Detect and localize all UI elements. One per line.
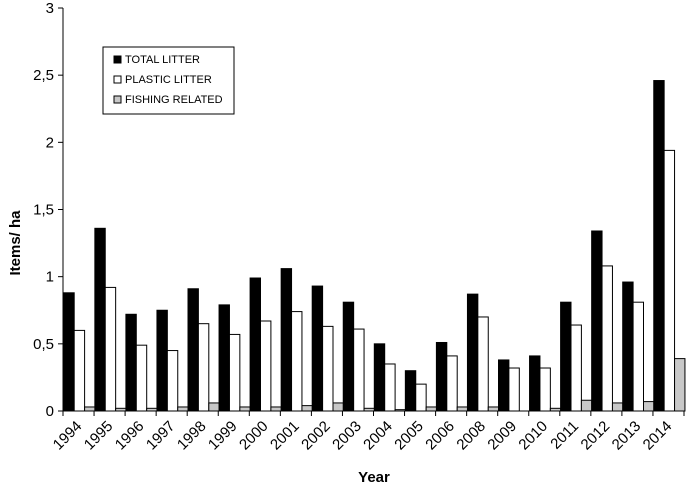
bars-layer (63, 80, 686, 412)
x-tick-label-2006: 2006 (422, 418, 458, 454)
bar-fishing-related-2012 (611, 402, 624, 412)
bar-total-litter-2011 (560, 301, 572, 412)
bar-total-litter-2014 (653, 80, 665, 412)
bar-total-litter-2012 (591, 230, 603, 412)
y-tick-label: 2,5 (33, 67, 54, 84)
bar-total-litter-2003 (342, 301, 355, 412)
bar-total-litter-2004 (373, 343, 386, 412)
bar-fishing-related-2000 (270, 406, 282, 412)
bar-total-litter-1999 (218, 304, 230, 412)
bar-fishing-related-2005 (425, 406, 438, 412)
x-tick-label-2011: 2011 (547, 418, 582, 453)
bar-plastic-litter-2012 (601, 265, 613, 412)
legend: TOTAL LITTER PLASTIC LITTER FISHING RELATE… (102, 46, 235, 115)
bar-plastic-litter-2010 (539, 367, 551, 412)
y-tick-label: 1,5 (33, 202, 54, 219)
legend-swatch-fishing-related (113, 95, 122, 104)
y-tick-label: 1 (46, 269, 54, 286)
axes-layer (58, 7, 685, 416)
x-tick-label-1997: 1997 (143, 418, 179, 454)
x-tick-label-1996: 1996 (112, 418, 148, 454)
x-tick-label-1998: 1998 (174, 418, 210, 454)
bar-fishing-related-2002 (332, 402, 344, 412)
bar-plastic-litter-2003 (353, 328, 365, 412)
x-axis-title: Year (358, 469, 390, 486)
x-tick-labels: 1994199519961997199819992000200120022003… (50, 418, 676, 454)
bar-fishing-related-2001 (301, 405, 313, 412)
legend-swatch-plastic-litter (113, 75, 122, 84)
bar-total-litter-1996 (125, 313, 137, 412)
y-tick-label: 3 (46, 0, 54, 17)
bar-plastic-litter-1998 (197, 323, 210, 412)
bar-fishing-related-1998 (208, 402, 220, 412)
bar-plastic-litter-2009 (508, 367, 520, 412)
y-tick-label: 2 (46, 134, 54, 151)
bar-plastic-litter-2002 (322, 325, 334, 412)
bar-fishing-related-2006 (456, 406, 469, 412)
bar-total-litter-2010 (529, 355, 541, 412)
x-tick-label-2014: 2014 (640, 418, 676, 454)
bar-plastic-litter-2005 (415, 383, 427, 412)
legend-swatch-total-litter (113, 55, 122, 64)
bar-plastic-litter-1995 (104, 286, 117, 412)
bar-plastic-litter-2014 (663, 149, 676, 412)
bar-total-litter-2001 (280, 268, 293, 412)
bar-fishing-related-2013 (643, 401, 655, 412)
bar-plastic-litter-2013 (632, 301, 644, 412)
y-axis-title: Items/ ha (7, 210, 24, 276)
bar-total-litter-2009 (498, 359, 510, 412)
x-tick-label-2013: 2013 (609, 418, 645, 454)
bar-fishing-related-2011 (580, 399, 593, 412)
x-tick-label-2001: 2001 (267, 418, 303, 454)
x-tick-label-1995: 1995 (81, 418, 117, 454)
bar-total-litter-1994 (63, 292, 75, 412)
bar-fishing-related-1994 (84, 406, 96, 412)
bar-plastic-litter-2000 (260, 320, 272, 412)
legend-label: PLASTIC LITTER (125, 74, 212, 86)
legend-box (102, 46, 235, 115)
bar-plastic-litter-1999 (228, 333, 241, 412)
bar-total-litter-2013 (622, 281, 634, 412)
bar-plastic-litter-1996 (135, 344, 148, 412)
x-tick-label-2012: 2012 (578, 418, 614, 454)
legend-label: TOTAL LITTER (125, 54, 200, 66)
bar-total-litter-2008 (466, 293, 479, 412)
bar-total-litter-1995 (94, 227, 106, 412)
bar-plastic-litter-2006 (446, 355, 458, 412)
x-tick-label-1994: 1994 (50, 418, 86, 454)
bar-total-litter-1998 (187, 288, 199, 412)
bar-total-litter-2000 (249, 277, 262, 412)
bar-plastic-litter-1997 (166, 350, 179, 412)
x-tick-label-2005: 2005 (391, 418, 427, 454)
x-tick-label-2004: 2004 (360, 418, 396, 454)
x-tick-label-2009: 2009 (484, 418, 520, 454)
x-tick-label-2008: 2008 (453, 418, 489, 454)
bar-plastic-litter-2004 (384, 363, 396, 412)
bar-plastic-litter-2011 (570, 324, 582, 412)
y-tick-labels: 0 0,5 1 1,5 2 2,5 3 (33, 0, 54, 420)
bar-total-litter-1997 (156, 309, 168, 412)
bar-plastic-litter-1994 (73, 329, 86, 412)
bar-total-litter-2005 (404, 370, 417, 412)
bar-plastic-litter-2008 (477, 316, 489, 412)
bar-plastic-litter-2001 (291, 311, 303, 412)
bar-total-litter-2002 (311, 285, 324, 412)
x-tick-label-2003: 2003 (329, 418, 365, 454)
bar-total-litter-2006 (435, 341, 448, 412)
legend-label: FISHING RELATED (125, 94, 223, 106)
x-tick-label-2000: 2000 (236, 418, 272, 454)
y-tick-label: 0,5 (33, 336, 54, 353)
x-tick-label-2002: 2002 (298, 418, 334, 454)
x-tick-label-1999: 1999 (205, 418, 241, 454)
bar-fishing-related-2008 (487, 406, 500, 412)
bar-fishing-related-1997 (177, 406, 189, 412)
bar-fishing-related-1999 (239, 406, 251, 412)
x-tick-label-2010: 2010 (515, 418, 551, 454)
y-tick-label: 0 (46, 403, 54, 420)
bar-fishing-related-2014 (674, 358, 686, 412)
